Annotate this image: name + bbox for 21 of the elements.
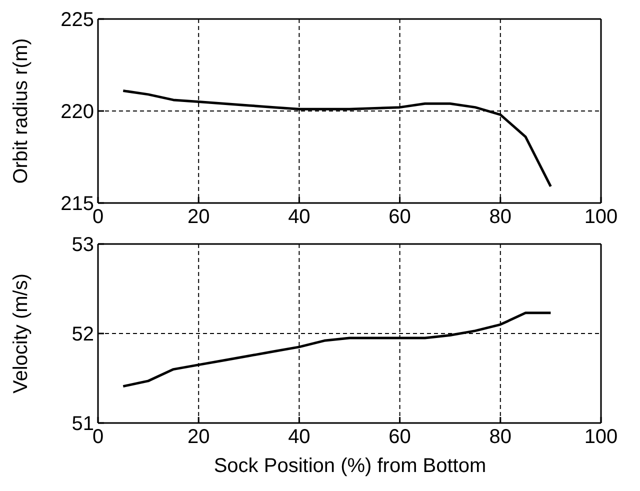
x-tick-label: 0	[92, 426, 104, 448]
y-tick-label: 215	[60, 193, 94, 216]
x-tick-label: 80	[489, 206, 512, 228]
x-tick-label: 40	[288, 206, 310, 228]
y-tick-label: 51	[72, 413, 94, 436]
x-tick-label: 0	[92, 206, 104, 228]
x-tick-label: 20	[187, 206, 210, 228]
y-axis-title: Orbit radius r(m)	[10, 38, 32, 184]
y-tick-label: 225	[60, 9, 94, 32]
x-tick-label: 60	[388, 206, 411, 228]
y-axis-title: Velocity (m/s)	[10, 273, 32, 394]
x-tick-label: 40	[288, 426, 310, 448]
x-tick-label: 100	[584, 426, 618, 448]
x-tick-label: 20	[187, 426, 210, 448]
x-tick-label: 100	[584, 206, 618, 228]
x-tick-label: 60	[388, 426, 411, 448]
x-axis-title: Sock Position (%) from Bottom	[212, 454, 488, 479]
y-tick-label: 220	[60, 101, 94, 124]
x-tick-label: 80	[489, 426, 512, 448]
y-tick-label: 53	[72, 234, 94, 256]
y-tick-label: 52	[72, 324, 94, 346]
